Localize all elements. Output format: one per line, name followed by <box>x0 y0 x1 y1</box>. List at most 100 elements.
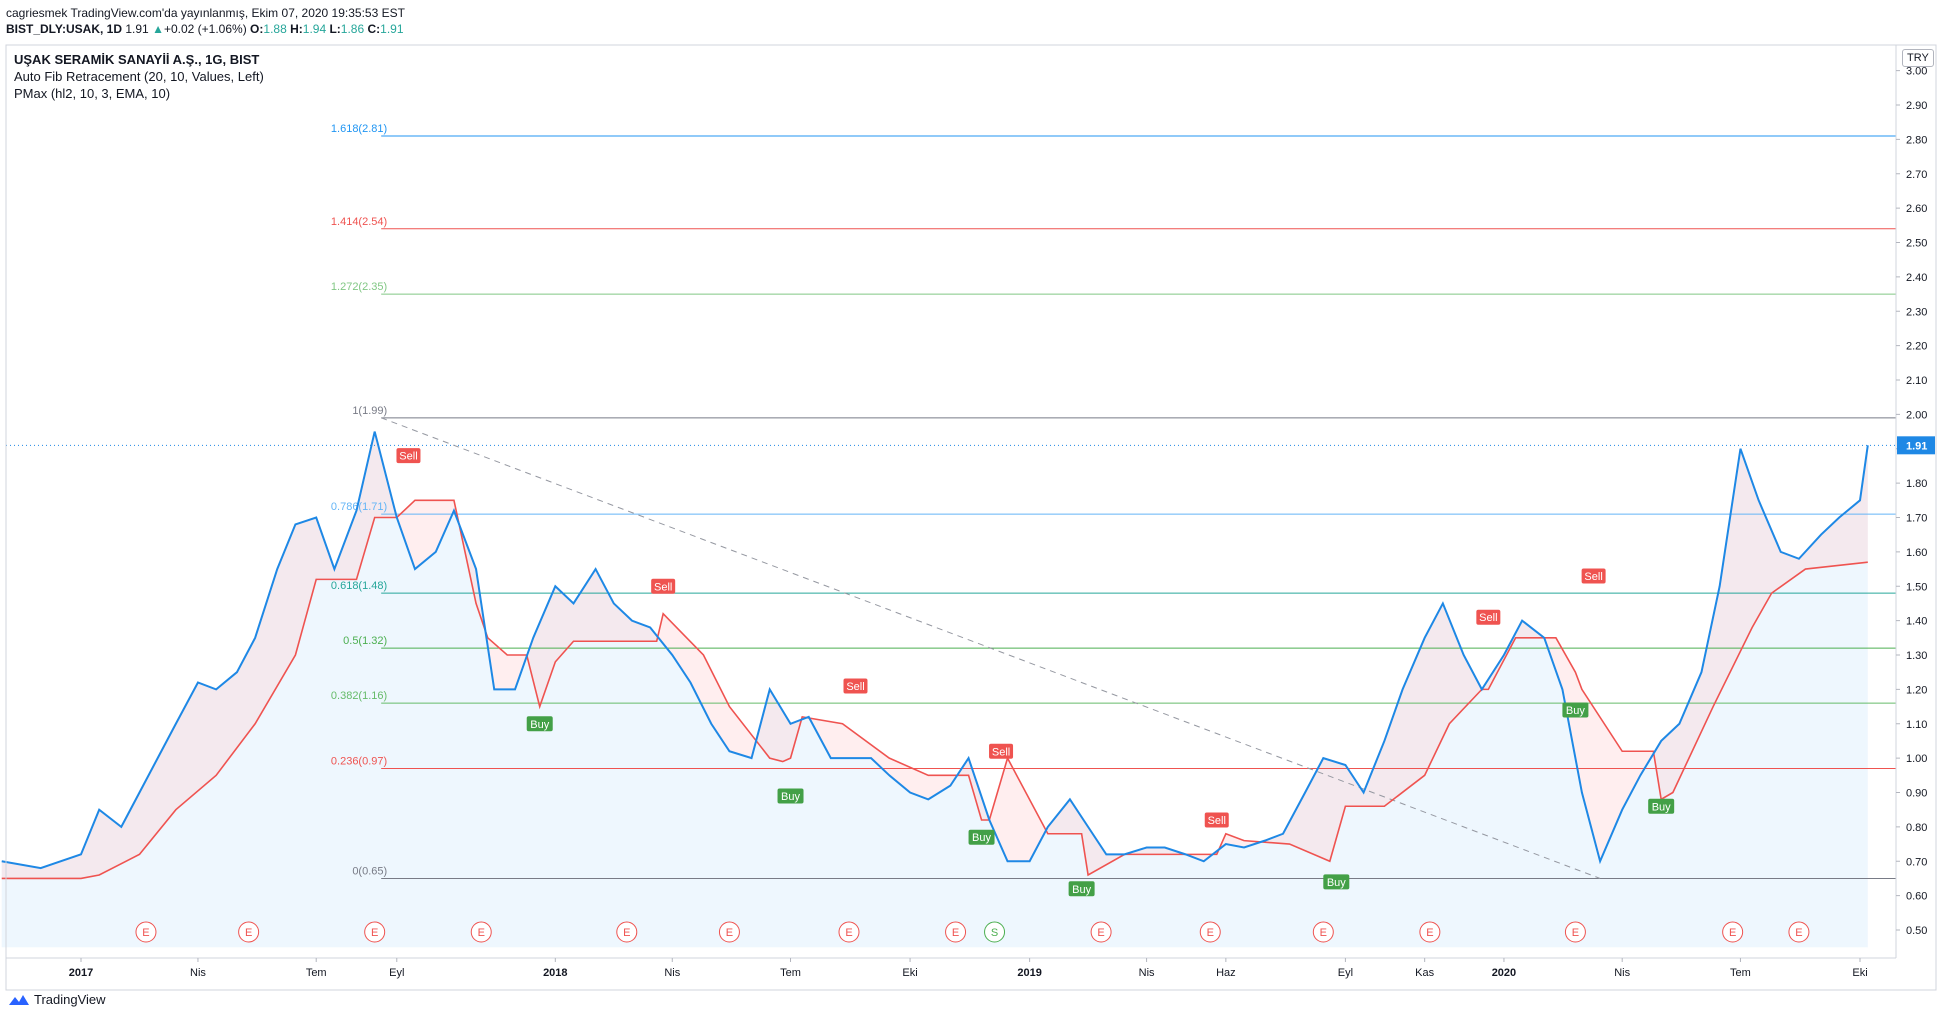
event-label: E <box>245 927 252 939</box>
sell-signal-marker[interactable] <box>396 448 421 464</box>
fib-level-label: 1.414(2.54) <box>331 216 387 228</box>
x-tick-label: Nis <box>664 967 680 979</box>
symbol-name[interactable]: BIST_DLY:USAK, 1D <box>6 22 123 36</box>
y-tick-label: 2.50 <box>1906 238 1927 250</box>
x-tick-label: Tem <box>1730 967 1751 979</box>
x-tick-label: Nis <box>1139 967 1155 979</box>
high-value: 1.94 <box>302 22 327 36</box>
y-tick-label: 2.20 <box>1906 341 1927 353</box>
sell-signal-marker[interactable] <box>843 678 868 694</box>
current-price-label: 1.91 <box>1906 440 1927 452</box>
x-tick-label: Nis <box>1614 967 1630 979</box>
sell-signal-marker[interactable] <box>1476 609 1501 625</box>
buy-signal-marker[interactable] <box>1323 874 1350 890</box>
low-value: 1.86 <box>340 22 365 36</box>
buy-signal-marker[interactable] <box>526 716 553 732</box>
earnings-event-icon[interactable] <box>1419 921 1441 943</box>
x-tick-label: Eki <box>902 967 917 979</box>
close-label: C: <box>367 22 381 36</box>
trend-line <box>381 417 1601 879</box>
earnings-event-icon[interactable] <box>838 921 860 943</box>
earnings-event-icon[interactable] <box>238 921 260 943</box>
y-tick-label: 1.50 <box>1906 581 1927 593</box>
sell-signal-marker[interactable] <box>989 743 1014 759</box>
event-label: E <box>1795 927 1802 939</box>
event-label: E <box>845 927 852 939</box>
y-tick-label: 0.60 <box>1906 891 1927 903</box>
earnings-event-icon[interactable] <box>135 921 157 943</box>
earnings-event-icon[interactable] <box>1722 921 1744 943</box>
earnings-event-icon[interactable] <box>364 921 386 943</box>
y-tick-label: 2.80 <box>1906 134 1927 146</box>
buy-signal-marker[interactable] <box>1562 702 1589 718</box>
pmax-band-fill <box>1 431 1868 879</box>
earnings-event-icon[interactable] <box>945 921 967 943</box>
buy-signal-label: Buy <box>1072 884 1091 896</box>
close-value: 1.91 <box>380 22 404 36</box>
y-tick-label: 1.10 <box>1906 719 1927 731</box>
buy-signal-label: Buy <box>530 719 549 731</box>
sell-signal-label: Sell <box>1208 815 1226 827</box>
open-label: O: <box>250 22 264 36</box>
publish-info: cagriesmek TradingView.com'da yayınlanmı… <box>6 6 405 20</box>
buy-signal-marker[interactable] <box>1068 881 1095 897</box>
price-change: +0.02 (+1.06%) <box>163 22 247 36</box>
x-tick-label: 2018 <box>543 967 567 979</box>
high-label: H: <box>290 22 303 36</box>
y-tick-label: 1.30 <box>1906 650 1927 662</box>
fib-level-label: 1(1.99) <box>352 405 387 417</box>
sell-signal-marker[interactable] <box>1581 568 1606 584</box>
y-tick-label: 2.70 <box>1906 169 1927 181</box>
y-tick-label: 3.00 <box>1906 66 1927 78</box>
currency-button[interactable]: TRY <box>1902 49 1934 67</box>
fib-level-label: 1.618(2.81) <box>331 123 387 135</box>
y-tick-label: 1.70 <box>1906 513 1927 525</box>
event-label: E <box>142 927 149 939</box>
event-label: E <box>623 927 630 939</box>
tradingview-logo-icon <box>9 994 29 1005</box>
earnings-event-icon[interactable] <box>1788 921 1810 943</box>
current-price-badge <box>1897 436 1935 455</box>
buy-signal-label: Buy <box>972 832 991 844</box>
signals: Sell Buy Sell Buy Sell Buy Sell Buy Sell Buy Sell B… <box>396 448 1675 897</box>
event-label: S <box>991 927 998 939</box>
legend-fib[interactable]: Auto Fib Retracement (20, 10, Values, Le… <box>14 69 264 84</box>
split-event-icon[interactable] <box>984 921 1006 943</box>
sell-signal-label: Sell <box>992 746 1010 758</box>
event-label: E <box>478 927 485 939</box>
earnings-event-icon[interactable] <box>1564 921 1586 943</box>
earnings-event-icon[interactable] <box>1199 921 1221 943</box>
earnings-event-icon[interactable] <box>718 921 740 943</box>
price-area-fill <box>1 431 1868 948</box>
sell-signal-label: Sell <box>654 581 672 593</box>
buy-signal-label: Buy <box>1566 705 1585 717</box>
y-tick-label: 2.10 <box>1906 375 1927 387</box>
event-label: E <box>1729 927 1736 939</box>
buy-signal-marker[interactable] <box>968 829 995 845</box>
time-axis[interactable]: 2017 Nis Tem Eyl 2018 Nis Tem Eki 2019 Nis Haz Eyl K… <box>69 958 1868 979</box>
price-axis[interactable]: 0.50 0.60 0.70 0.80 0.90 1.00 1.10 1.20 1.30 1.40… <box>1896 66 1935 937</box>
earnings-event-icon[interactable] <box>1312 921 1334 943</box>
tradingview-brand[interactable]: TradingView <box>8 992 106 1007</box>
x-tick-label: 2019 <box>1017 967 1041 979</box>
y-tick-label: 1.20 <box>1906 684 1927 696</box>
x-tick-label: Nis <box>190 967 206 979</box>
sell-signal-marker[interactable] <box>651 578 676 594</box>
sell-signal-label: Sell <box>1584 571 1602 583</box>
event-label: E <box>1207 927 1214 939</box>
buy-signal-marker[interactable] <box>777 788 804 804</box>
last-price: 1.91 <box>125 22 149 36</box>
y-tick-label: 0.70 <box>1906 856 1927 868</box>
buy-signal-marker[interactable] <box>1648 798 1675 814</box>
earnings-event-icon[interactable] <box>1090 921 1112 943</box>
fib-level-label: 0.5(1.32) <box>343 635 387 647</box>
legend-pmax[interactable]: PMax (hl2, 10, 3, EMA, 10) <box>14 86 171 101</box>
earnings-event-icon[interactable] <box>616 921 638 943</box>
buy-signal-label: Buy <box>1327 877 1346 889</box>
x-tick-label: 2020 <box>1492 967 1516 979</box>
fib-level-label: 0.382(1.16) <box>331 690 387 702</box>
y-tick-label: 2.40 <box>1906 272 1927 284</box>
sell-signal-marker[interactable] <box>1204 812 1229 828</box>
earnings-event-icon[interactable] <box>470 921 492 943</box>
